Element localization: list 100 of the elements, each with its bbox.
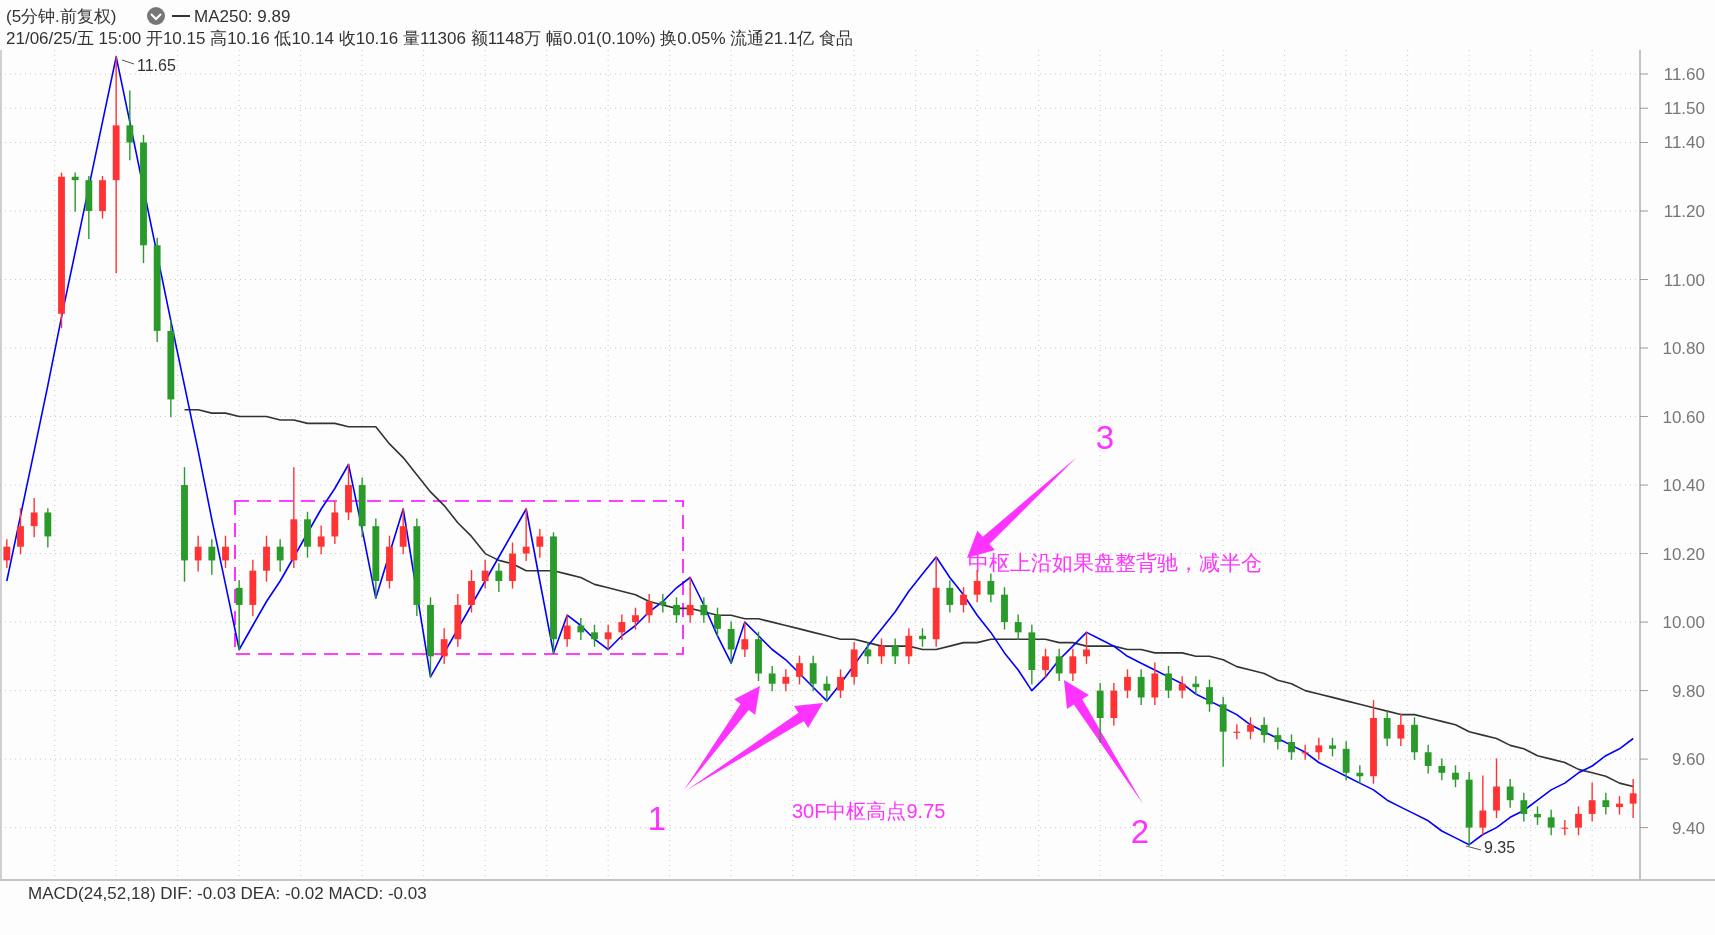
candlestick (1493, 758, 1500, 819)
candlestick (782, 669, 790, 692)
y-tick-label: 11.00 (1663, 270, 1705, 290)
y-tick-label: 11.60 (1663, 64, 1705, 84)
candlestick (44, 508, 52, 548)
candlestick (1520, 792, 1528, 822)
candlestick (864, 641, 872, 664)
candlestick (126, 90, 134, 161)
candlestick (276, 539, 284, 572)
y-tick-label: 9.60 (1671, 750, 1705, 770)
candlestick (741, 621, 749, 658)
candlestick (659, 593, 667, 613)
candlestick (632, 607, 639, 630)
chart-subtitle: 21/06/25/五 15:00 开10.15 高10.16 低10.14 收10.16 量11306 额1148万 幅0.01(0.10%) 换0.05% 流通21.1亿 食品 (6, 29, 854, 48)
annotation: 11.65 (137, 57, 176, 74)
y-tick-label: 9.80 (1671, 681, 1705, 701)
candlestick (3, 539, 11, 568)
candlestick (960, 587, 967, 613)
candlestick (618, 614, 626, 640)
candlestick (263, 535, 270, 582)
annotation: 2 (1130, 813, 1150, 850)
candlestick (591, 624, 598, 647)
candlestick (1397, 713, 1405, 747)
candlestick (1629, 778, 1637, 819)
candlestick (522, 508, 530, 562)
y-tick-label: 11.40 (1663, 133, 1705, 153)
candlestick (768, 665, 776, 692)
candlestick (1438, 758, 1446, 781)
y-tick-label: 10.40 (1662, 476, 1705, 496)
candlestick (1342, 741, 1350, 781)
candlestick (1069, 648, 1077, 682)
candlestick (700, 597, 708, 623)
candlestick (1247, 717, 1254, 740)
text: MACD(24,52,18) DIF: -0.03 DEA: -0.02 MACD: -0.03 (28, 884, 427, 903)
candlestick (645, 593, 653, 623)
candlestick (30, 498, 38, 538)
candlestick (208, 539, 216, 575)
annotation: 1 (647, 800, 667, 837)
candlestick (1014, 614, 1022, 640)
chart-title: (5分钟.前复权) (6, 7, 117, 26)
y-tick-label: 11.20 (1663, 202, 1705, 221)
candlestick (399, 508, 407, 555)
y-tick-label: 11.50 (1663, 99, 1705, 119)
candlestick (837, 669, 844, 699)
candlestick (891, 638, 899, 664)
line-series (183, 408, 1634, 788)
candlestick (686, 576, 694, 623)
candlestick (1192, 676, 1200, 695)
candlestick (946, 580, 954, 613)
candlestick (495, 563, 503, 592)
y-tick-label: 10.00 (1662, 613, 1705, 633)
candlestick (440, 628, 448, 664)
y-tick-label: 10.20 (1662, 544, 1705, 564)
candlestick (1506, 778, 1514, 808)
candlestick (468, 569, 475, 613)
candlestick (809, 655, 817, 692)
candlestick (317, 525, 325, 555)
y-tick-label: 10.60 (1662, 407, 1705, 427)
candlestick (1206, 679, 1213, 712)
candlestick (235, 580, 243, 651)
candlestick (823, 676, 831, 702)
candlestick (536, 528, 544, 558)
candlestick (1356, 765, 1364, 784)
candlestick (1547, 809, 1555, 836)
candlestick (1083, 631, 1090, 664)
candlestick (1137, 669, 1145, 705)
candlestick (17, 508, 24, 555)
candlestick (1424, 744, 1432, 774)
candlestick (604, 624, 612, 651)
candlestick (1124, 669, 1131, 699)
candlestick (1288, 734, 1295, 760)
candlestick (987, 573, 995, 603)
candlestick (1602, 792, 1610, 815)
candlestick (71, 172, 79, 212)
candlestick (1151, 662, 1159, 705)
y-tick-label: 10.80 (1662, 339, 1705, 359)
annotation: 中枢上沿如果盘整背驰，减半仓 (968, 551, 1262, 574)
candlestick (481, 559, 489, 589)
candlestick (673, 597, 680, 623)
candlestick (222, 535, 229, 568)
legend-label: MA250: 9.89 (194, 7, 291, 26)
candlestick (1274, 727, 1282, 750)
candlestick (1260, 717, 1268, 743)
candlestick (1042, 648, 1049, 678)
candlestick (1055, 648, 1063, 682)
candlestick (905, 628, 913, 664)
annotation: 9.35 (1484, 839, 1516, 856)
candlestick (331, 501, 339, 544)
candlestick (563, 614, 571, 647)
candlestick (727, 621, 735, 664)
candlestick (796, 655, 803, 685)
candlestick (1165, 665, 1172, 699)
candlestick (1588, 782, 1596, 822)
y-tick-label: 9.40 (1671, 818, 1705, 838)
candlestick (878, 638, 885, 664)
candlestick (714, 607, 721, 637)
annotation: 3 (1095, 419, 1115, 456)
candlestick (1383, 710, 1391, 747)
candlestick (1479, 775, 1487, 836)
candlestick (1575, 806, 1582, 836)
